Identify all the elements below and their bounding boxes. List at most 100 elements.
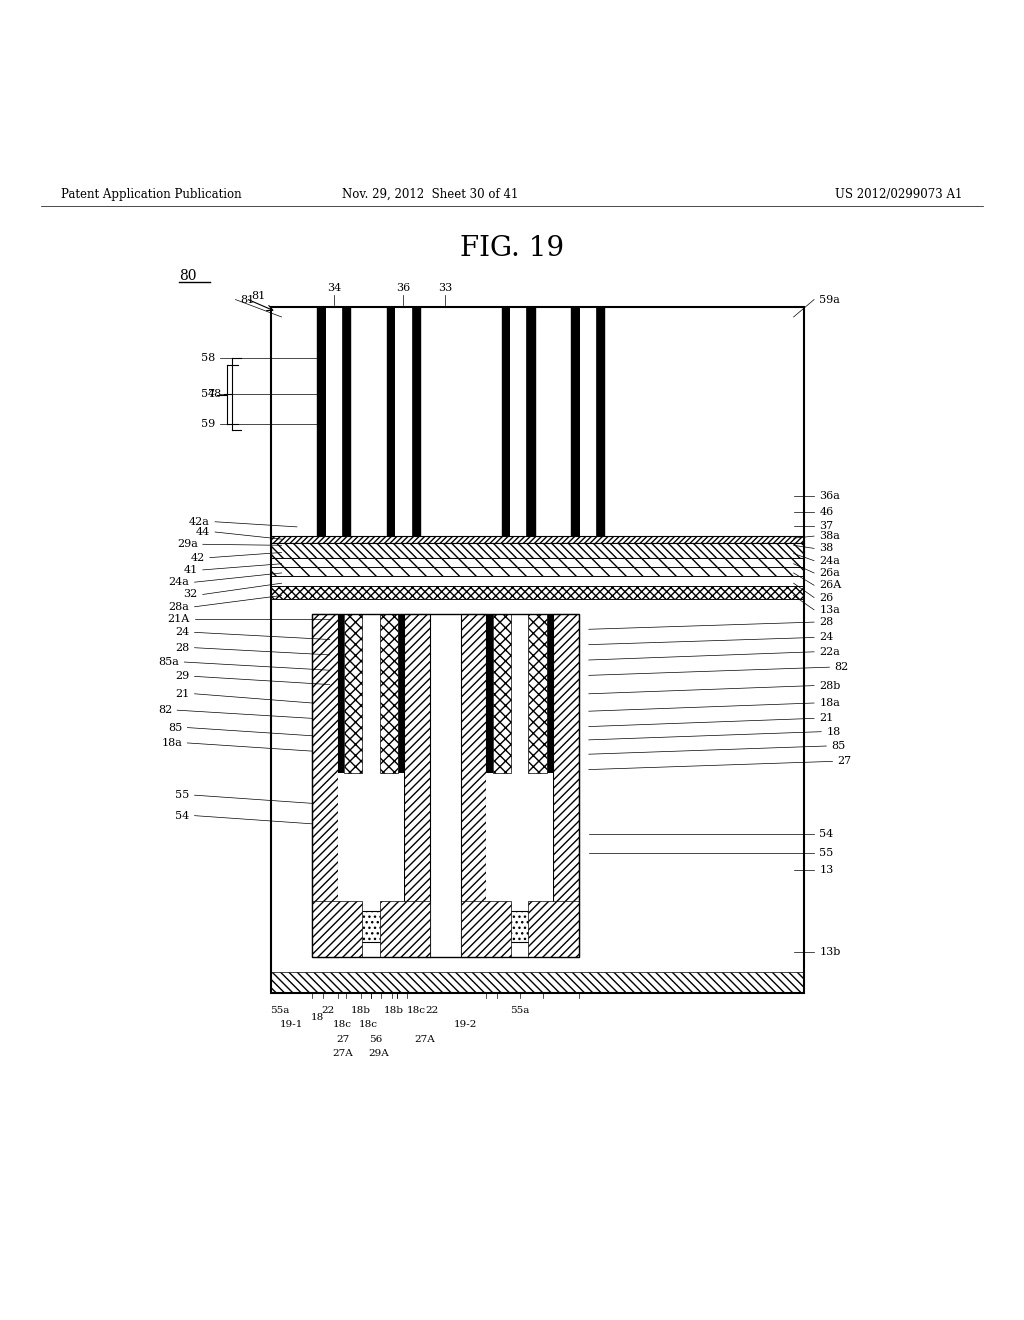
Text: 22: 22 (426, 1006, 438, 1015)
Text: 56: 56 (370, 1035, 382, 1044)
Text: 13b: 13b (819, 946, 841, 957)
Bar (344, 614, 362, 772)
Text: 21: 21 (175, 689, 189, 698)
Bar (271, 557, 804, 566)
Text: 18b: 18b (350, 1006, 371, 1015)
Text: 18a: 18a (819, 698, 840, 708)
Text: 85: 85 (168, 722, 182, 733)
Text: Nov. 29, 2012  Sheet 30 of 41: Nov. 29, 2012 Sheet 30 of 41 (342, 187, 518, 201)
Text: 29A: 29A (369, 1049, 389, 1059)
Bar (510, 306, 518, 536)
Bar (271, 306, 804, 537)
Text: FIG. 19: FIG. 19 (460, 235, 564, 261)
Text: 54: 54 (175, 810, 189, 821)
Text: 38a: 38a (819, 531, 840, 541)
Bar (387, 306, 420, 536)
Bar (528, 614, 547, 772)
Text: US 2012/0299073 A1: US 2012/0299073 A1 (836, 187, 963, 201)
Bar (398, 614, 404, 772)
Bar (271, 576, 804, 586)
Bar (571, 306, 580, 536)
Bar (352, 911, 389, 941)
Bar (338, 614, 344, 772)
Text: 22a: 22a (819, 647, 840, 657)
Bar (588, 306, 596, 536)
Text: 46: 46 (819, 507, 834, 516)
Text: 19-1: 19-1 (281, 1020, 303, 1030)
Bar (502, 306, 510, 536)
Text: 37: 37 (819, 521, 834, 531)
Text: 27: 27 (337, 1035, 349, 1044)
Bar (404, 614, 430, 957)
Text: 33: 33 (438, 284, 453, 293)
Bar (271, 586, 804, 598)
Text: 85a: 85a (159, 657, 179, 667)
Text: 28a: 28a (169, 602, 189, 611)
Text: 59a: 59a (819, 294, 840, 305)
Text: 80: 80 (179, 269, 197, 282)
Bar (528, 900, 579, 957)
Text: 28: 28 (819, 618, 834, 627)
Bar (501, 911, 539, 941)
Text: 26a: 26a (819, 568, 840, 578)
Text: 36a: 36a (819, 491, 840, 502)
Bar (486, 614, 553, 957)
Text: 18c: 18c (359, 1020, 378, 1030)
Text: 13a: 13a (819, 605, 840, 615)
Text: 55a: 55a (270, 1006, 289, 1015)
Text: 22: 22 (322, 1006, 334, 1015)
Text: 55: 55 (819, 847, 834, 858)
Text: 29a: 29a (177, 540, 198, 549)
Bar (461, 900, 511, 957)
Text: 85: 85 (831, 741, 846, 751)
Text: 28: 28 (175, 643, 189, 652)
Bar (395, 306, 403, 536)
Text: 19-2: 19-2 (455, 1020, 477, 1030)
Text: 18b: 18b (384, 1006, 404, 1015)
Bar (271, 598, 804, 614)
Bar (380, 614, 398, 772)
Text: 26: 26 (819, 593, 834, 602)
Text: 36: 36 (396, 284, 411, 293)
Bar (334, 306, 342, 536)
Bar (271, 306, 804, 993)
Bar (271, 536, 804, 544)
Bar (326, 306, 334, 536)
Bar (493, 614, 511, 772)
Text: 59: 59 (201, 420, 215, 429)
Bar (596, 306, 604, 536)
Text: 55: 55 (175, 791, 189, 800)
Text: 27A: 27A (415, 1035, 435, 1044)
Text: 32: 32 (183, 590, 198, 599)
Bar (547, 614, 553, 772)
Text: 57: 57 (201, 389, 215, 399)
Bar (553, 614, 579, 957)
Text: 18: 18 (826, 727, 841, 737)
Text: 82: 82 (835, 663, 849, 672)
Bar (403, 306, 412, 536)
Text: 24a: 24a (819, 556, 840, 566)
Text: 28b: 28b (819, 681, 841, 690)
Bar (312, 614, 338, 957)
Text: 54: 54 (819, 829, 834, 840)
Bar (571, 306, 604, 536)
Text: 24: 24 (819, 632, 834, 643)
Bar (271, 973, 804, 993)
Text: 13: 13 (819, 865, 834, 875)
Text: 26A: 26A (819, 581, 842, 590)
Text: 18a: 18a (162, 738, 182, 748)
Text: 42: 42 (190, 553, 205, 562)
Text: 44: 44 (196, 527, 210, 537)
Bar (412, 306, 420, 536)
Text: 48: 48 (208, 389, 222, 399)
Bar (461, 614, 579, 957)
Text: 81: 81 (251, 292, 265, 301)
Bar (312, 614, 430, 957)
Bar (580, 306, 588, 536)
Text: Patent Application Publication: Patent Application Publication (61, 187, 242, 201)
Text: 27A: 27A (333, 1049, 353, 1059)
Text: 34: 34 (327, 284, 341, 293)
Bar (486, 614, 493, 772)
Text: 21: 21 (819, 713, 834, 723)
Bar (380, 900, 430, 957)
